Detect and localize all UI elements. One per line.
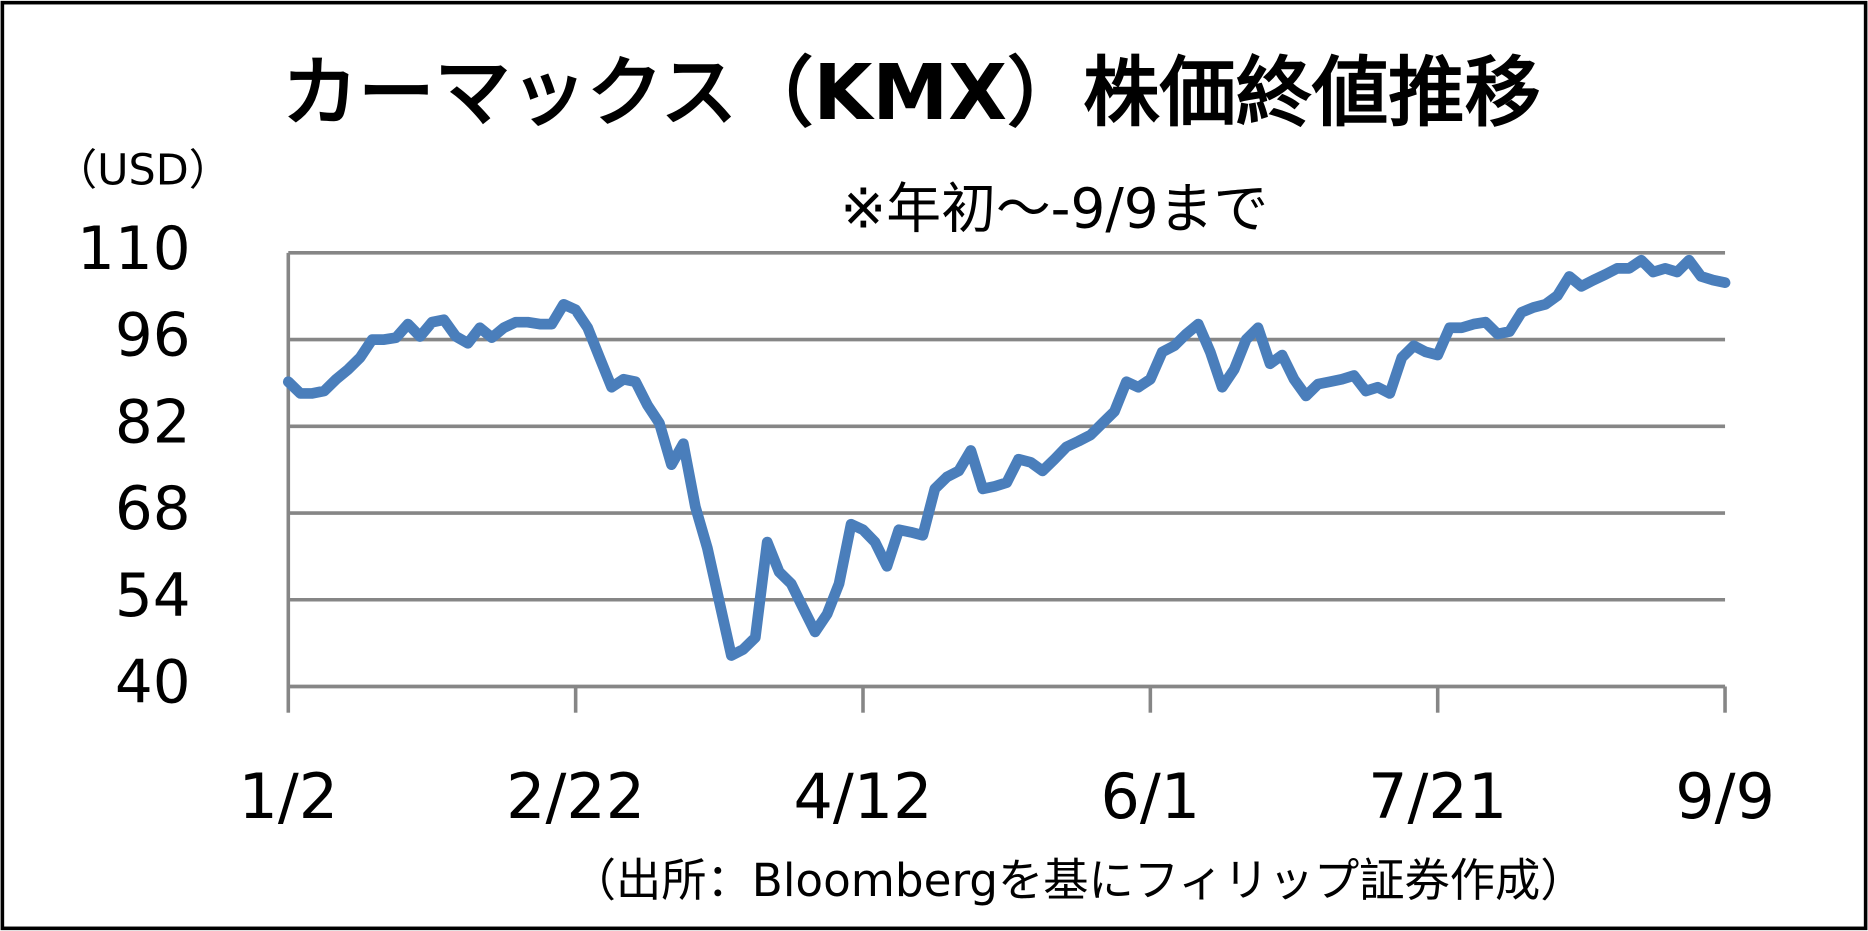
- x-tick-label: 6/1: [1101, 761, 1201, 833]
- chart-subtitle: ※年初～-9/9まで: [840, 176, 1268, 240]
- price-line: [282, 254, 1731, 661]
- x-tick-label: 4/12: [793, 761, 932, 833]
- x-tick-label: 2/22: [506, 761, 645, 833]
- x-tick-label: 1/2: [238, 761, 338, 833]
- y-tick-label: 96: [115, 302, 191, 371]
- y-unit: （USD）: [54, 146, 231, 196]
- y-tick-label: 82: [115, 388, 191, 457]
- x-tick-label: 7/21: [1368, 761, 1507, 833]
- x-tick-label: 9/9: [1675, 761, 1775, 833]
- y-tick-label: 110: [77, 215, 191, 284]
- source-note: （出所：Bloombergを基にフィリップ証券作成）: [571, 854, 1586, 907]
- y-tick-label: 40: [115, 649, 191, 718]
- y-tick-label: 54: [115, 562, 191, 631]
- chart-title: カーマックス（KMX）株価終値推移: [282, 48, 1541, 137]
- y-tick-label: 68: [115, 475, 191, 544]
